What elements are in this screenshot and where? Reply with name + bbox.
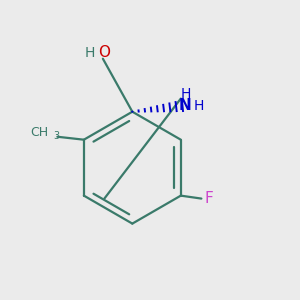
- Text: CH: CH: [30, 126, 49, 139]
- Text: O: O: [98, 45, 110, 60]
- Text: F: F: [204, 191, 213, 206]
- Text: H: H: [180, 87, 190, 101]
- Text: H: H: [194, 99, 204, 113]
- Text: H: H: [85, 46, 95, 60]
- Text: 3: 3: [53, 131, 59, 141]
- Text: N: N: [179, 98, 192, 113]
